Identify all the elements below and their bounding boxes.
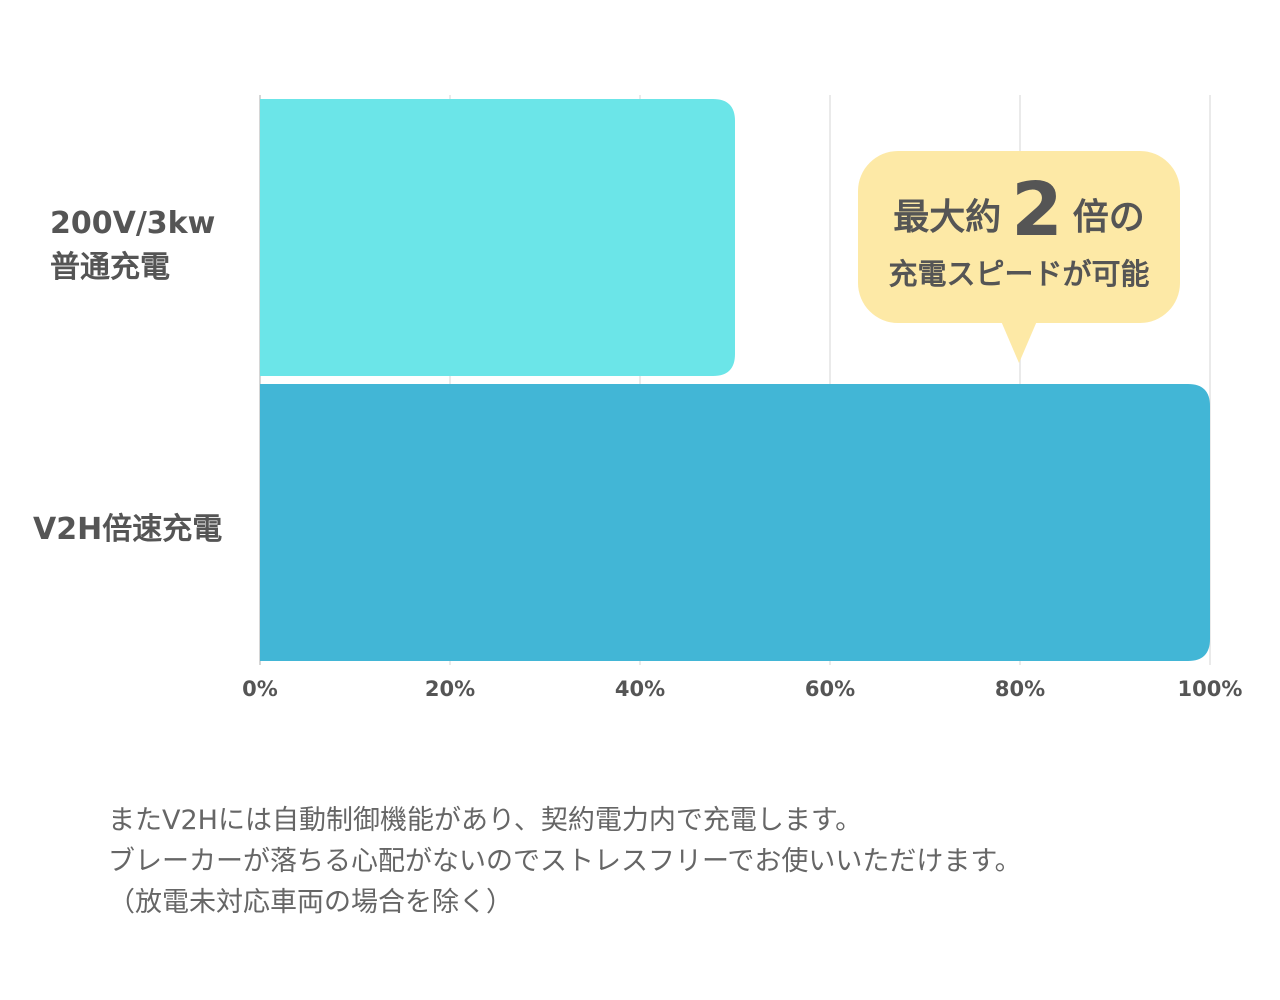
callout-prefix: 最大約 [893,197,1002,238]
callout-multiplier: 2 [1011,167,1063,253]
note-line-2: ブレーカーが落ちる心配がないのでストレスフリーでお使いいただけます。 [108,846,1022,877]
bar-chart: 0% 20% 40% 60% 80% 100% [242,95,1243,701]
bar-1 [260,384,1210,661]
category-label-v2h-charge: V2H倍速充電 [33,512,223,547]
note-line-3: （放電未対応車両の場合を除く） [108,887,513,918]
description-note: またV2Hには自動制御機能があり、契約電力内で充電します。 ブレーカーが落ちる心… [108,800,1022,923]
callout-suffix: 倍の [1072,197,1145,238]
bar-0 [260,99,735,376]
x-tick-label: 100% [1178,677,1243,701]
callout-headline: 最大約 2 倍の [858,167,1180,253]
speed-callout: 最大約 2 倍の 充電スピードが可能 [858,151,1180,323]
callout-subtext: 充電スピードが可能 [888,257,1150,291]
x-tick-label: 20% [425,677,475,701]
category-label-normal-charge: 200V/3kw 普通充電 [50,206,216,285]
x-tick-label: 0% [242,677,278,701]
callout-pointer [1001,321,1037,363]
x-tick-label: 60% [805,677,855,701]
x-tick-label: 80% [995,677,1045,701]
x-tick-label: 40% [615,677,665,701]
note-line-1: またV2Hには自動制御機能があり、契約電力内で充電します。 [108,805,863,836]
